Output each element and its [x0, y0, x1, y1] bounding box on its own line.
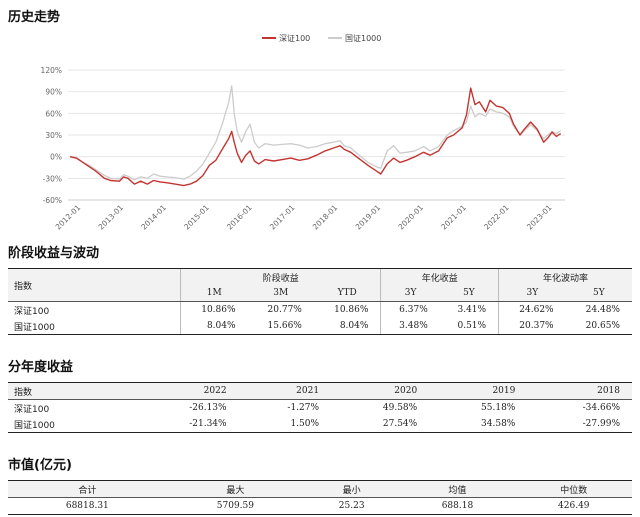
table-cell: -21.34%: [134, 416, 239, 433]
sub-header-3y: 3Y: [380, 285, 440, 302]
mktcap-header-total: 合计: [8, 480, 167, 498]
table-cell: 3.48%: [380, 318, 440, 335]
legend-label: 深证100: [279, 34, 310, 43]
x-tick-label: 2012-01: [54, 203, 83, 232]
year-header: 2020: [331, 382, 430, 400]
history-line-chart: -60% -30% 0% 30% 60% 90% 120% 2012-01 2013-01 201…: [41, 34, 565, 232]
table-cell: 20.37%: [498, 318, 566, 335]
x-tick-label: 2014-01: [139, 203, 168, 232]
x-tick-label: 2015-01: [182, 203, 211, 232]
group-header-stage-return: 阶段收益: [179, 268, 381, 285]
sub-header-5y: 5Y: [439, 285, 499, 302]
mktcap-header-min: 最小: [304, 480, 400, 498]
row-index-name: 深证100: [14, 404, 50, 415]
table-cell: 10.86%: [179, 301, 248, 318]
table-cell: 20.77%: [267, 305, 302, 315]
table-row: 深证100 -26.13% -1.27% 49.58% 55.18% -34.6…: [8, 400, 632, 417]
sub-header-vol-5y: 5Y: [565, 285, 632, 302]
table-cell: 27.54%: [331, 416, 430, 433]
table-cell: 34.58%: [429, 416, 528, 433]
x-tick-label: 2016-01: [225, 203, 254, 232]
year-header: 2021: [238, 382, 332, 400]
history-section-title: 历史走势: [8, 10, 61, 25]
mktcap-total-value: 68818.31: [8, 497, 167, 515]
sub-header-3m: 3M: [247, 285, 314, 302]
sub-header-ytd: YTD: [313, 285, 381, 302]
y-tick-label: 0%: [50, 153, 62, 162]
market-cap-table: 合计 最大 最小 均值 中位数 68818.31 5709.59 25.23 6…: [8, 480, 632, 515]
mktcap-max-value: 5709.59: [166, 497, 305, 515]
x-tick-label: 2021-01: [439, 203, 468, 232]
y-tick-label: 60%: [45, 109, 62, 118]
sub-header-vol-3y: 3Y: [498, 285, 566, 302]
table-cell: 24.48%: [585, 305, 620, 315]
mktcap-min-value: 25.23: [304, 497, 400, 515]
x-tick-label: 2022-01: [482, 203, 511, 232]
x-tick-label: 2013-01: [97, 203, 126, 232]
table-row: 国证1000 8.04% 15.66% 8.04% 3.48% 0.51% 20…: [8, 318, 632, 335]
mktcap-mean-value: 688.18: [399, 497, 516, 515]
table-cell: 55.18%: [481, 403, 516, 413]
table-cell: 20.65%: [565, 318, 632, 335]
series-line: [69, 87, 562, 187]
col-index-header: 指数: [8, 382, 134, 400]
mktcap-median-value: 426.49: [515, 497, 632, 515]
table-row: 68818.31 5709.59 25.23 688.18 426.49: [8, 497, 632, 515]
y-tick-label: 30%: [45, 131, 62, 140]
mktcap-header-max: 最大: [166, 480, 305, 498]
y-tick-label: 90%: [45, 88, 62, 97]
table-cell: -1.27%: [287, 403, 320, 413]
col-index-header: 指数: [8, 268, 181, 302]
mktcap-section-title: 市值(亿元): [8, 458, 72, 473]
mktcap-header-median: 中位数: [515, 480, 632, 498]
row-index-name: 深证100: [14, 306, 50, 317]
table-cell: 8.04%: [313, 318, 381, 335]
table-cell: 8.04%: [179, 318, 248, 335]
table-cell: 3.41%: [457, 305, 487, 315]
x-tick-label: 2020-01: [396, 203, 425, 232]
y-tick-label: -60%: [43, 196, 62, 205]
group-header-annual-volatility: 年化波动率: [498, 268, 632, 285]
row-index-name: 国证1000: [8, 416, 134, 433]
table-cell: 15.66%: [247, 318, 314, 335]
year-header: 2019: [429, 382, 528, 400]
series-line: [69, 85, 562, 181]
table-cell: 1.50%: [238, 416, 332, 433]
annual-section-title: 分年度收益: [8, 360, 74, 375]
x-tick-label: 2018-01: [311, 203, 340, 232]
year-header: 2018: [527, 382, 632, 400]
mktcap-header-mean: 均值: [399, 480, 516, 498]
table-cell: 0.51%: [439, 318, 499, 335]
table-cell: 6.37%: [380, 301, 440, 318]
table-cell: -34.66%: [582, 403, 620, 413]
period-returns-table: 指数 阶段收益 年化收益 年化波动率 1M 3M YTD 3Y 5Y 3Y 5Y…: [8, 268, 632, 335]
group-header-annual-return: 年化收益: [380, 268, 499, 285]
x-tick-label: 2017-01: [268, 203, 297, 232]
legend-label: 国证1000: [345, 34, 381, 43]
table-cell: 24.62%: [498, 301, 566, 318]
row-index-name: 国证1000: [8, 318, 181, 335]
year-header: 2022: [134, 382, 239, 400]
table-row: 国证1000 -21.34% 1.50% 27.54% 34.58% -27.9…: [8, 416, 632, 433]
period-section-title: 阶段收益与波动: [8, 246, 100, 261]
table-cell: 10.86%: [334, 305, 369, 315]
y-tick-label: -30%: [43, 174, 62, 183]
sub-header-1m: 1M: [179, 285, 248, 302]
annual-returns-table: 指数 2022 2021 2020 2019 2018 深证100 -26.13…: [8, 382, 632, 433]
x-tick-label: 2019-01: [354, 203, 383, 232]
table-row: 深证100 10.86% 20.77% 10.86% 6.37% 3.41% 2…: [8, 301, 632, 318]
x-tick-label: 2023-01: [525, 203, 554, 232]
y-tick-label: 120%: [41, 66, 62, 75]
table-cell: -27.99%: [527, 416, 632, 433]
table-cell: 49.58%: [382, 403, 418, 413]
table-cell: -26.13%: [189, 403, 227, 413]
